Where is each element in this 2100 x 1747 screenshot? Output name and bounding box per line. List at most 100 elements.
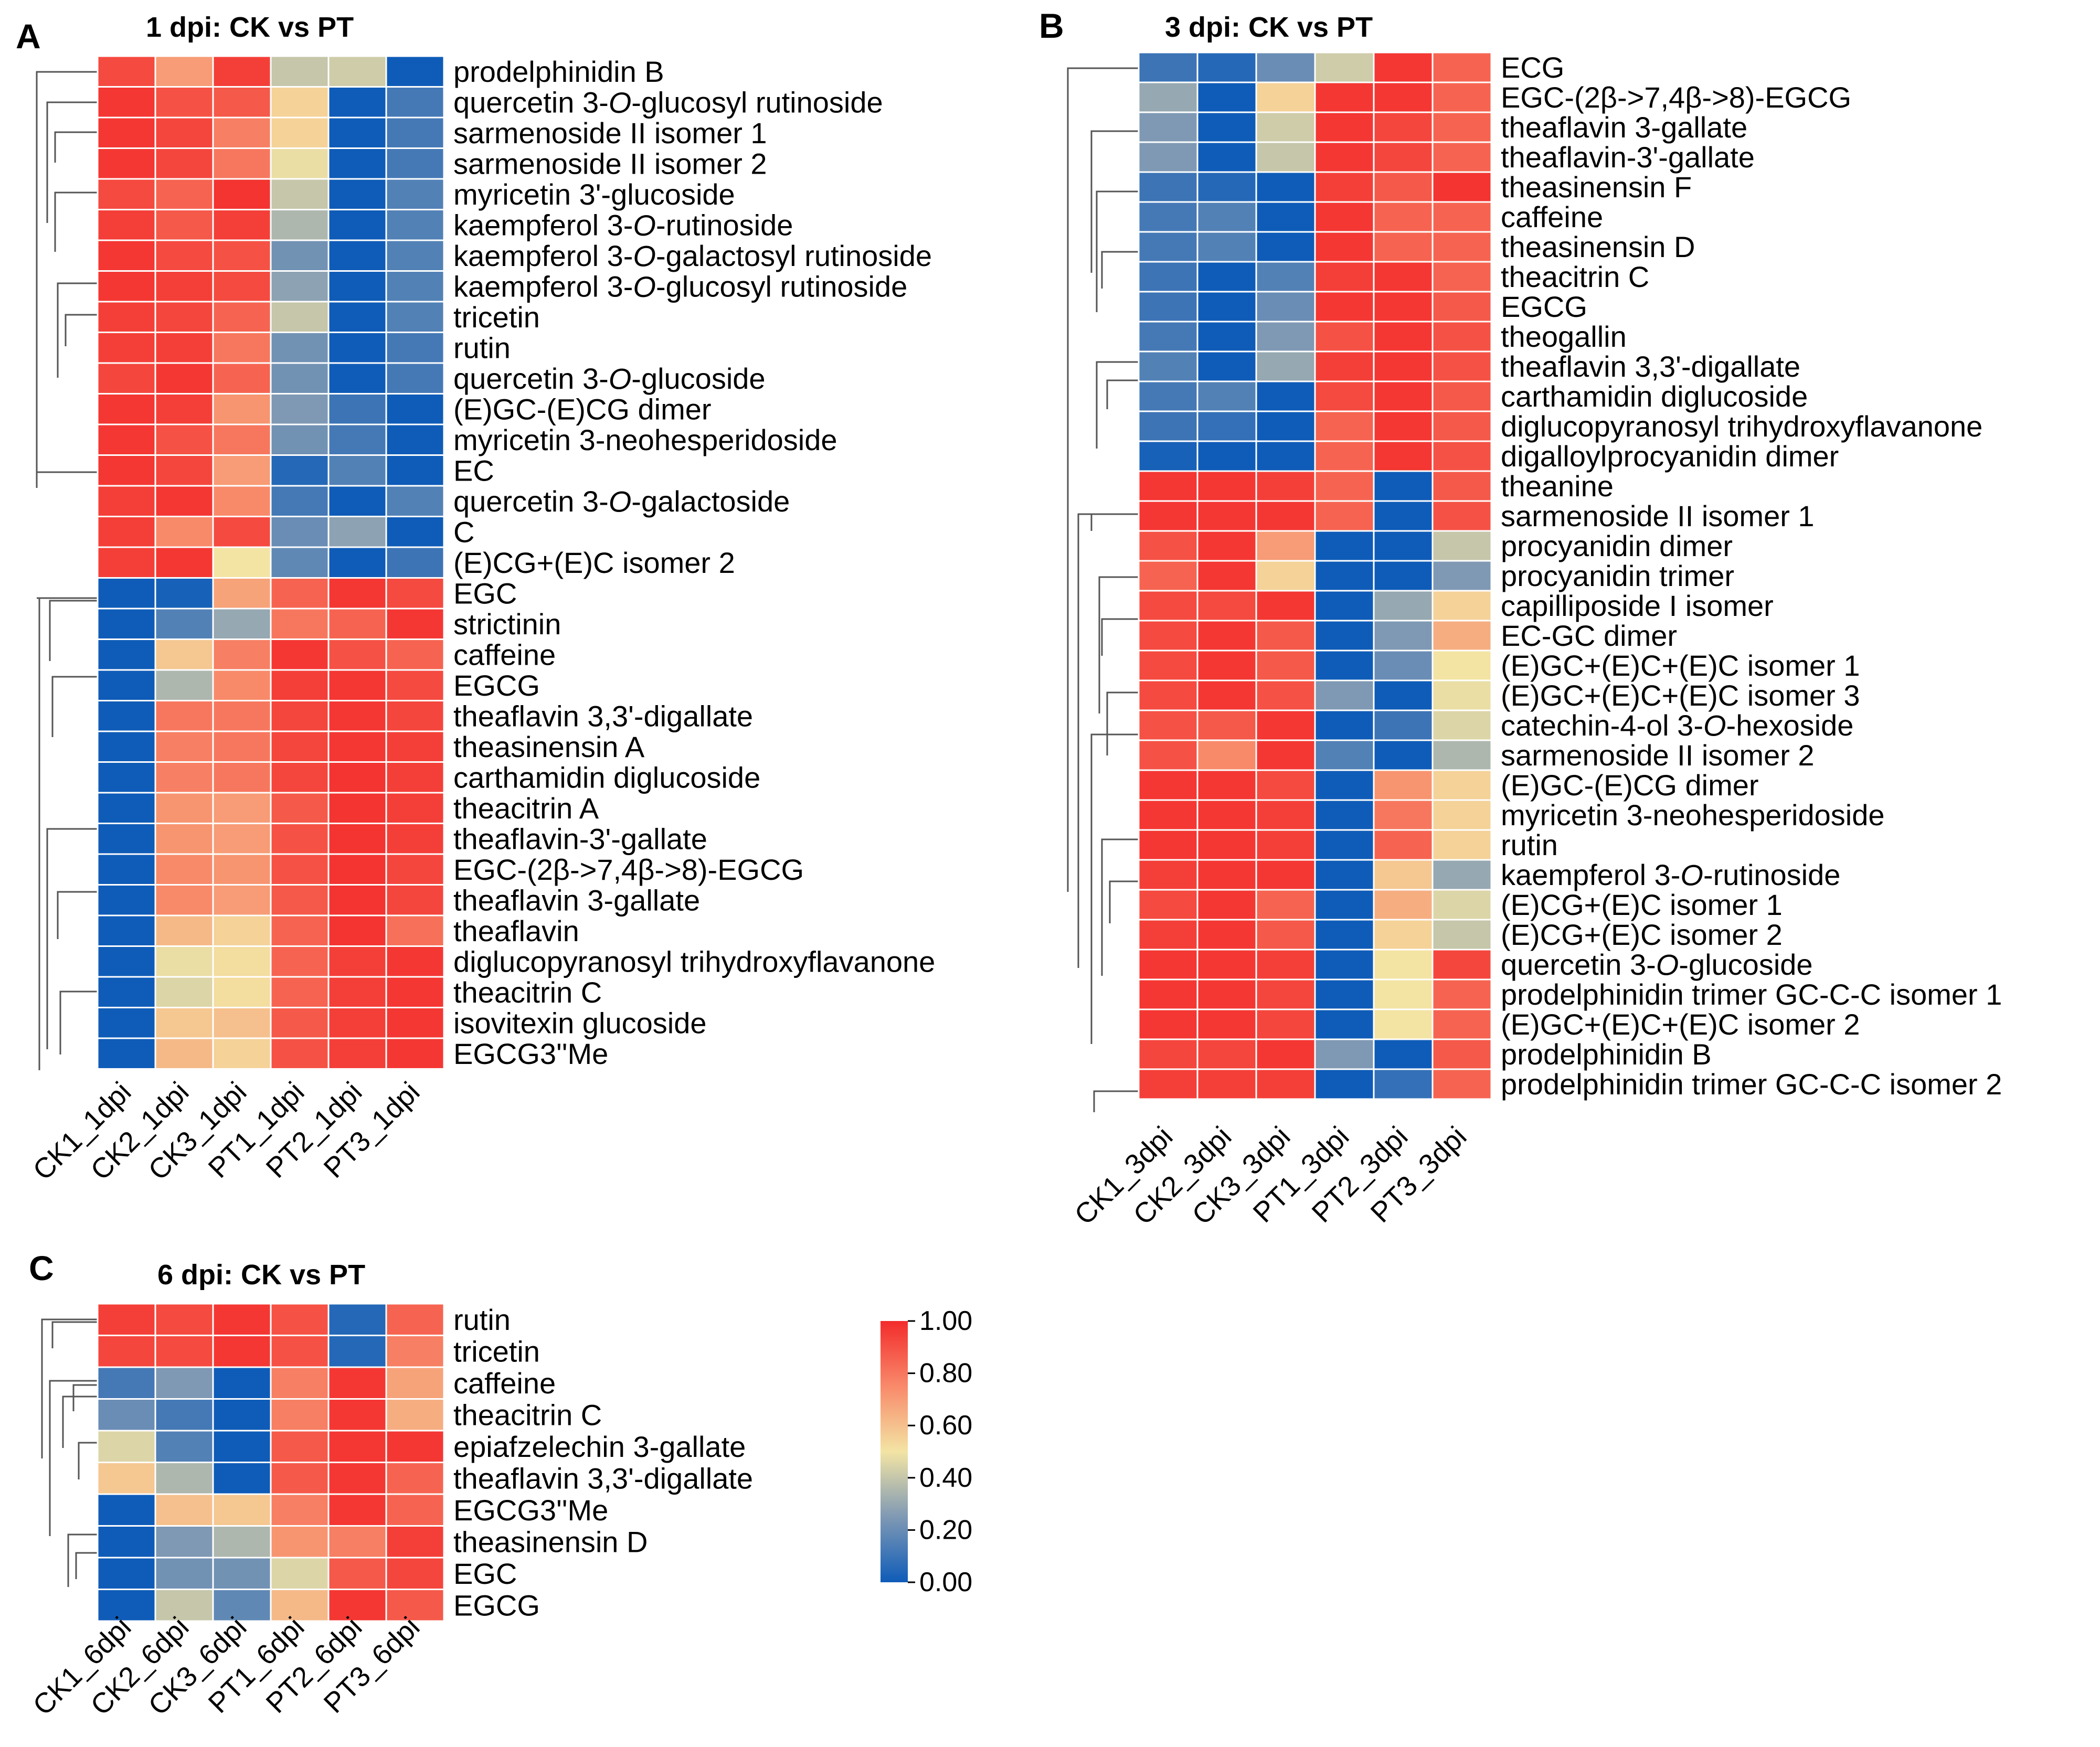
panel-a-cell-r6-c5: [385, 239, 445, 272]
panel-b-cell-r23-c1: [1196, 739, 1257, 771]
color-legend: 1.00 0.80 0.60 0.40 0.20 0.00: [881, 1306, 972, 1597]
panel-b-cell-r0-c4: [1373, 51, 1434, 83]
panel-b-cell-r0-c1: [1196, 51, 1257, 83]
panel-b-column-labels: CK1_3dpiCK2_3dpiCK3_3dpiPT1_3dpiPT2_3dpi…: [1068, 1121, 1472, 1231]
panel-c-row-label-theacitrin-c: theacitrin C: [453, 1398, 602, 1431]
panel-a-cell-r31-c5: [385, 1007, 445, 1039]
panel-c-cell-r7-c4: [327, 1525, 387, 1559]
panel-a-column-labels: CK1_1dpiCK2_1dpiCK3_1dpiPT1_1dpiPT2_1dpi…: [27, 1076, 426, 1186]
panel-a-row-label-ec: EC: [453, 454, 494, 487]
panel-b-cell-r33-c0: [1138, 1038, 1199, 1070]
color-legend-tick-label: 0.20: [919, 1515, 972, 1545]
panel-c-row-label-egc: EGC: [453, 1557, 517, 1590]
panel-b-cell-r29-c1: [1196, 919, 1257, 951]
panel-a-cell-r23-c3: [270, 761, 330, 794]
panel-b-cell-r17-c1: [1196, 560, 1257, 592]
panel-b-cell-r8-c3: [1314, 291, 1375, 323]
panel-c-cell-r6-c2: [212, 1493, 272, 1527]
panel-b-cell-r16-c1: [1196, 530, 1257, 562]
panel-c-row-label-epiafzelechin-3-gallate: epiafzelechin 3-gallate: [453, 1430, 746, 1463]
panel-a-row-label-quercetin-3-o-galactoside: quercetin 3-O-galactoside: [453, 485, 790, 518]
panel-a-row-label-rutin: rutin: [453, 331, 511, 364]
panel-a-cell-r24-c0: [97, 792, 156, 824]
panel-a-title: 1 dpi: CK vs PT: [146, 12, 354, 43]
panel-a-row-label-diglucopyranosyl-trihydroxyflavanone: diglucopyranosyl trihydroxyflavanone: [453, 945, 935, 978]
panel-c-cell-r8-c1: [154, 1557, 214, 1590]
panel-b-cell-r20-c0: [1138, 649, 1199, 681]
panel-a-cell-r1-c4: [327, 86, 387, 119]
panel-c-cell-r8-c3: [270, 1557, 330, 1590]
panel-b-cell-r31-c5: [1431, 978, 1492, 1010]
panel-a-cell-r0-c4: [327, 55, 387, 88]
panel-a-row-label-kaempferol-3-o-glucosyl-rutinoside: kaempferol 3-O-glucosyl rutinoside: [453, 270, 907, 303]
panel-b-cell-r14-c5: [1431, 470, 1492, 502]
panel-b-row-label-e-gc-e-c-e-c-isomer-1: (E)GC+(E)C+(E)C isomer 1: [1501, 649, 1860, 682]
panel-a-row-label-egc-2-7-4-8-egcg: EGC-(2β->7,4β->8)-EGCG: [453, 853, 804, 886]
panel-b-cell-r7-c0: [1138, 261, 1199, 293]
panel-a-cell-r6-c0: [97, 239, 156, 272]
panel-b-row-label-theaflavin-3-3-digallate: theaflavin 3,3'-digallate: [1501, 350, 1800, 383]
panel-b-cell-r24-c0: [1138, 769, 1199, 801]
panel-a-cell-r11-c5: [385, 393, 445, 425]
panel-c-cell-r8-c2: [212, 1557, 272, 1590]
panel-a-cell-r22-c4: [327, 730, 387, 763]
panel-a-cell-r10-c5: [385, 362, 445, 395]
panel-a-row-label-egc: EGC: [453, 577, 517, 610]
panel-a-cell-r5-c5: [385, 209, 445, 241]
panel-b-cell-r2-c2: [1255, 111, 1316, 143]
panel-a-row-label-theaflavin-3-gallate: theaflavin-3'-gallate: [453, 822, 707, 855]
panel-b-cell-r5-c4: [1373, 201, 1434, 233]
panel-c-row-label-egcg3-me: EGCG3''Me: [453, 1494, 608, 1527]
panel-b-cell-r9-c0: [1138, 321, 1199, 353]
panel-b-cell-r23-c3: [1314, 739, 1375, 771]
panel-b-cell-r29-c3: [1314, 919, 1375, 951]
panel-b-cell-r1-c0: [1138, 81, 1199, 113]
panel-a-row-label-quercetin-3-o-glucoside: quercetin 3-O-glucoside: [453, 362, 766, 395]
panel-b-cell-r22-c4: [1373, 709, 1434, 741]
panel-a-cell-r15-c0: [97, 516, 156, 548]
panel-c-cell-r8-c4: [327, 1557, 387, 1590]
panel-b-row-label-theacitrin-c: theacitrin C: [1501, 260, 1649, 293]
panel-a-cell-r25-c4: [327, 823, 387, 855]
panel-b-cell-r14-c3: [1314, 470, 1375, 502]
panel-c-cell-r5-c4: [327, 1462, 387, 1495]
panel-a-cell-r6-c2: [212, 239, 272, 272]
panel-a-cell-r13-c2: [212, 454, 272, 487]
panel-a-cell-r31-c4: [327, 1007, 387, 1039]
panel-b-cell-r12-c0: [1138, 410, 1199, 442]
panel-b-cell-r10-c1: [1196, 350, 1257, 382]
panel-b-row-label-e-gc-e-c-e-c-isomer-2: (E)GC+(E)C+(E)C isomer 2: [1501, 1008, 1860, 1041]
panel-a-row-label-tricetin: tricetin: [453, 301, 540, 334]
panel-a-cell-r9-c0: [97, 332, 156, 364]
panel-b-cell-r16-c5: [1431, 530, 1492, 562]
panel-b-cell-r2-c1: [1196, 111, 1257, 143]
panel-b-cell-r20-c4: [1373, 649, 1434, 681]
panel-b-cell-r13-c3: [1314, 440, 1375, 472]
panel-a-cell-r11-c4: [327, 393, 387, 425]
panel-a-cell-r21-c3: [270, 700, 330, 732]
panel-b-cell-r7-c5: [1431, 261, 1492, 293]
panel-b-cell-r30-c0: [1138, 949, 1199, 981]
panel-a-row-label-theasinensin-a: theasinensin A: [453, 730, 645, 763]
panel-b-cell-r11-c2: [1255, 380, 1316, 412]
panel-a-row-label-strictinin: strictinin: [453, 608, 561, 641]
panel-a-cell-r16-c2: [212, 546, 272, 579]
panel-b-cell-r18-c5: [1431, 590, 1492, 622]
panel-b-cell-r15-c2: [1255, 500, 1316, 532]
panel-a-cell-r16-c5: [385, 546, 445, 579]
panel-a-cell-r27-c0: [97, 884, 156, 917]
panel-b-row-label-digalloylprocyanidin-dimer: digalloylprocyanidin dimer: [1501, 440, 1839, 473]
panel-b-cell-r4-c3: [1314, 171, 1375, 203]
panel-b-cell-r1-c4: [1373, 81, 1434, 113]
panel-a-cell-r26-c0: [97, 853, 156, 886]
panel-a-cell-r3-c1: [154, 147, 214, 180]
panel-b-cell-r34-c0: [1138, 1068, 1199, 1100]
panel-b-cell-r23-c2: [1255, 739, 1316, 771]
panel-a-cell-r2-c4: [327, 116, 387, 149]
panel-a-cell-r7-c4: [327, 270, 387, 303]
panel-b-cell-r9-c4: [1373, 321, 1434, 353]
panel-a-cell-r20-c5: [385, 669, 445, 701]
panel-b-cell-r8-c1: [1196, 291, 1257, 323]
